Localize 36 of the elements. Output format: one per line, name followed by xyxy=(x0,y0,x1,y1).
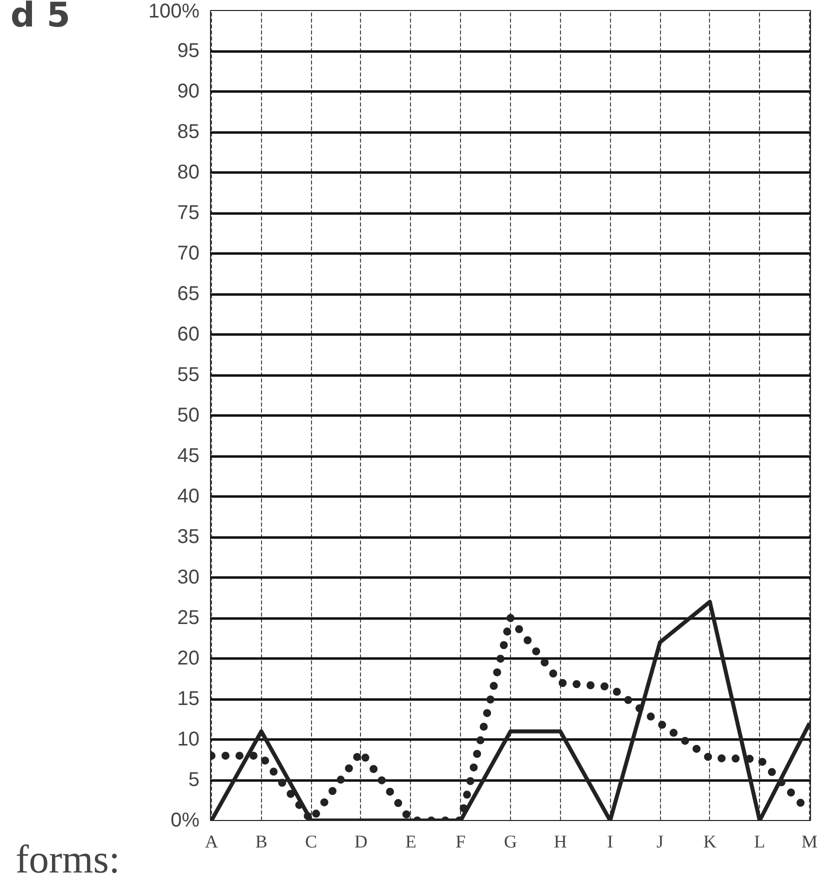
y-tick-label: 80 xyxy=(177,162,200,184)
x-tick-label: A xyxy=(204,832,218,852)
x-tick-label: D xyxy=(354,832,368,852)
y-tick-label: 100% xyxy=(148,0,200,22)
chart-title: d 5 xyxy=(10,0,70,36)
y-tick-label: 50 xyxy=(177,404,200,426)
y-tick-label: 85 xyxy=(177,121,200,143)
x-tick-label: B xyxy=(255,832,268,852)
y-tick-label: 90 xyxy=(177,80,200,102)
x-tick-label: E xyxy=(405,832,416,852)
x-tick-label: J xyxy=(656,832,664,852)
y-tick-label: 0% xyxy=(170,810,200,832)
y-tick-label: 30 xyxy=(177,566,200,588)
y-tick-label: 75 xyxy=(177,202,200,224)
y-tick-label: 25 xyxy=(177,607,200,629)
y-tick-label: 60 xyxy=(177,324,200,346)
x-tick-label: I xyxy=(607,832,614,852)
y-tick-label: 15 xyxy=(177,688,200,710)
x-tick-label: G xyxy=(504,832,517,852)
y-tick-label: 35 xyxy=(177,526,200,548)
y-tick-label: 95 xyxy=(177,40,200,62)
y-tick-label: 70 xyxy=(177,242,200,264)
x-axis-title: forms: xyxy=(16,836,120,882)
x-tick-label: K xyxy=(703,832,716,852)
y-tick-label: 55 xyxy=(177,364,200,386)
y-tick-label: 5 xyxy=(188,769,200,791)
y-tick-label: 40 xyxy=(177,486,200,508)
x-tick-label: M xyxy=(802,832,818,852)
y-tick-label: 20 xyxy=(177,648,200,670)
x-tick-label: C xyxy=(305,832,318,852)
y-tick-label: 65 xyxy=(177,283,200,305)
y-tick-label: 10 xyxy=(177,728,200,750)
x-tick-label: F xyxy=(456,832,466,852)
y-tick-label: 45 xyxy=(177,445,200,467)
x-tick-label: H xyxy=(554,832,567,852)
x-tick-label: L xyxy=(754,832,766,852)
